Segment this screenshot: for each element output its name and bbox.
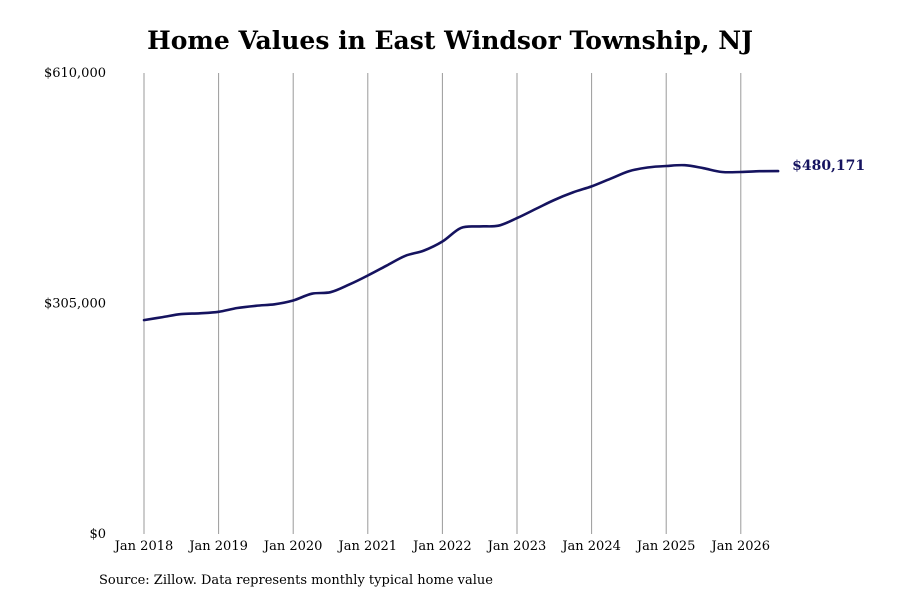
- x-tick-label: Jan 2021: [337, 539, 398, 554]
- x-tick-label: Jan 2025: [635, 539, 696, 554]
- x-axis-ticks: Jan 2018 Jan 2019 Jan 2020 Jan 2021 Jan 2022…: [113, 539, 770, 554]
- x-tick-label: Jan 2026: [710, 539, 771, 554]
- series-lines: [142, 163, 780, 322]
- x-tick-label: Jan 2018: [113, 539, 174, 554]
- gridlines: [143, 73, 742, 534]
- source-note: Source: Zillow. Data represents monthly …: [99, 573, 493, 588]
- y-tick-label: $0: [89, 527, 106, 542]
- x-tick-label: Jan 2022: [411, 539, 472, 554]
- y-tick-label: $610,000: [44, 66, 106, 81]
- x-tick-label: Jan 2019: [187, 539, 248, 554]
- x-tick-label: Jan 2020: [262, 539, 323, 554]
- end-labels: $480,171: [792, 158, 865, 174]
- x-tick-label: Jan 2023: [486, 539, 547, 554]
- y-axis-ticks: $0 $305,000 $610,000: [44, 66, 106, 542]
- end-value-label: $480,171: [792, 158, 865, 174]
- x-tick-label: Jan 2024: [560, 539, 621, 554]
- chart-title: Home Values in East Windsor Township, NJ: [147, 26, 753, 55]
- home-value-line: [142, 163, 780, 322]
- y-tick-label: $305,000: [44, 297, 106, 312]
